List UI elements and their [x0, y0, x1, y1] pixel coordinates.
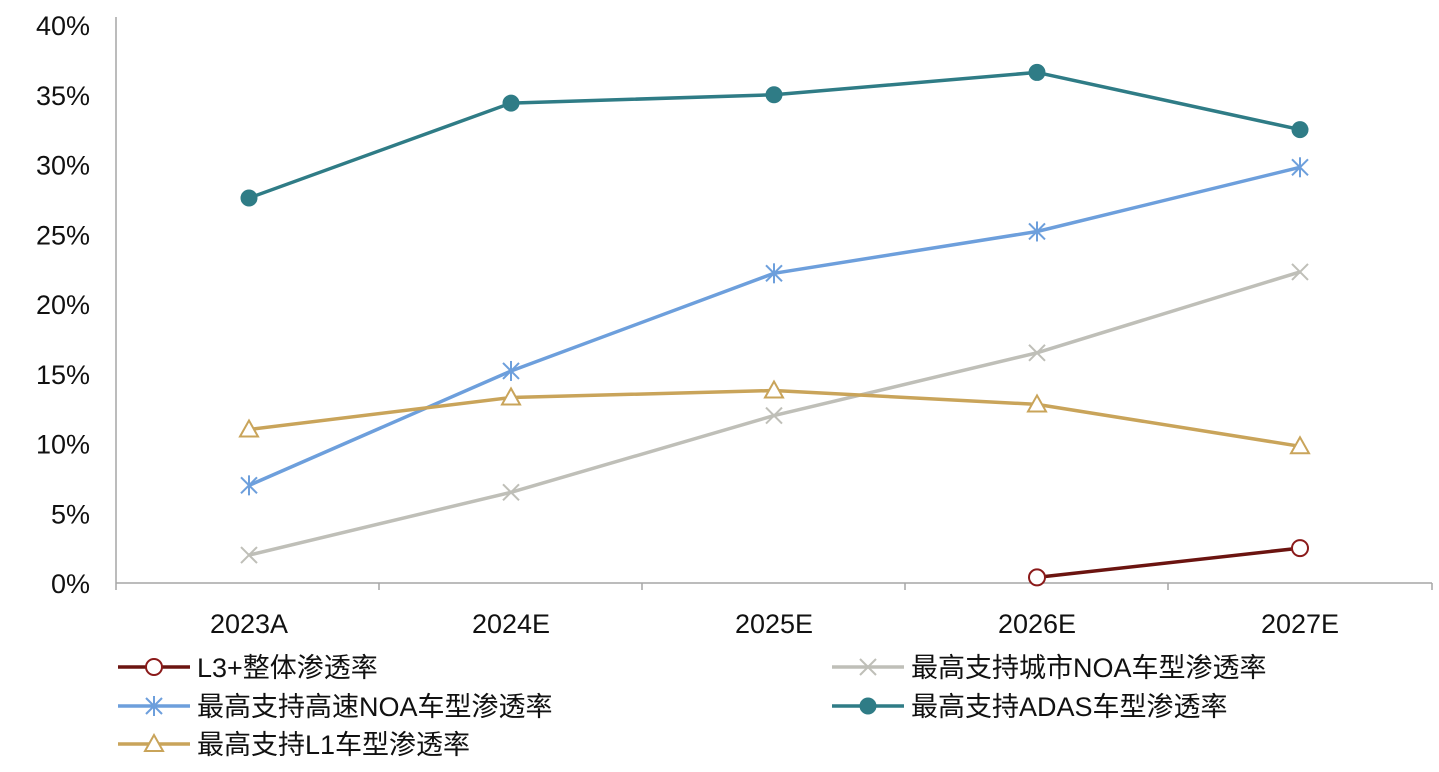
- data-point: [1028, 221, 1046, 242]
- data-point: [502, 94, 520, 112]
- y-tick-label: 10%: [36, 430, 90, 460]
- axes: [115, 17, 1433, 590]
- legend-label: 最高支持城市NOA车型渗透率: [911, 653, 1267, 683]
- data-point: [1291, 157, 1309, 178]
- y-tick-label: 40%: [36, 11, 90, 41]
- legend-marker: [143, 732, 165, 752]
- legend-marker: [859, 697, 877, 715]
- legend-label: 最高支持L1车型渗透率: [197, 730, 470, 760]
- x-tick-label: 2023A: [210, 609, 288, 639]
- data-point: [1028, 344, 1046, 362]
- legend-item: 最高支持城市NOA车型渗透率: [832, 653, 1267, 683]
- y-tick-label: 5%: [51, 499, 90, 529]
- legend-label: 最高支持高速NOA车型渗透率: [197, 692, 553, 722]
- y-tick-labels: 0% 5% 10% 15% 20% 25% 30% 35% 40%: [36, 11, 90, 599]
- x-tick-label: 2025E: [735, 609, 813, 639]
- data-point: [240, 475, 258, 496]
- data-point: [1028, 63, 1046, 81]
- marker-stroke: [240, 546, 258, 564]
- marker-stroke: [502, 483, 520, 502]
- data-point: [1291, 121, 1309, 139]
- series-1: [240, 263, 1309, 564]
- legend-label: 最高支持ADAS车型渗透率: [911, 692, 1228, 722]
- data-point: [500, 386, 522, 406]
- data-point: [502, 483, 520, 502]
- series-3: [240, 63, 1309, 207]
- marker-stroke: [765, 406, 783, 425]
- series-line: [248, 165, 1301, 488]
- data-point: [1026, 393, 1048, 413]
- x-tick-labels: 2023A 2024E 2025E 2026E 2027E: [210, 609, 1339, 639]
- data-point: [765, 263, 783, 284]
- legend-item: 最高支持L1车型渗透率: [118, 730, 470, 760]
- legend-marker: [859, 658, 877, 676]
- marker-stroke: [1028, 344, 1046, 362]
- data-point: [1291, 539, 1309, 558]
- legend-item: L3+整体渗透率: [118, 653, 378, 683]
- series-2: [240, 157, 1309, 496]
- y-tick-label: 20%: [36, 290, 90, 320]
- data-point: [502, 360, 520, 381]
- legend-marker: [145, 696, 163, 716]
- series-line: [1036, 546, 1301, 580]
- y-tick-label: 30%: [36, 151, 90, 181]
- legend-label: L3+整体渗透率: [197, 653, 378, 683]
- data-point: [763, 379, 785, 399]
- data-point: [1028, 568, 1046, 587]
- data-point: [1289, 435, 1311, 455]
- data-point: [1291, 263, 1309, 281]
- data-point: [238, 418, 260, 438]
- data-point: [765, 406, 783, 425]
- series-4: [238, 379, 1311, 455]
- legend-marker: [145, 658, 163, 676]
- data-point: [765, 86, 783, 104]
- marker-stroke: [1291, 263, 1309, 281]
- y-tick-label: 15%: [36, 360, 90, 390]
- marker-stroke: [859, 658, 877, 676]
- x-tick-label: 2026E: [998, 609, 1076, 639]
- series-0: [1028, 539, 1309, 587]
- y-tick-label: 0%: [51, 569, 90, 599]
- x-tick-label: 2024E: [472, 609, 550, 639]
- data-point: [240, 546, 258, 564]
- data-point: [240, 189, 258, 207]
- y-tick-label: 25%: [36, 220, 90, 250]
- series-line: [248, 270, 1301, 557]
- y-tick-label: 35%: [36, 81, 90, 111]
- legend-item: 最高支持ADAS车型渗透率: [832, 692, 1228, 722]
- legend-item: 最高支持高速NOA车型渗透率: [118, 692, 553, 722]
- x-tick-label: 2027E: [1261, 609, 1339, 639]
